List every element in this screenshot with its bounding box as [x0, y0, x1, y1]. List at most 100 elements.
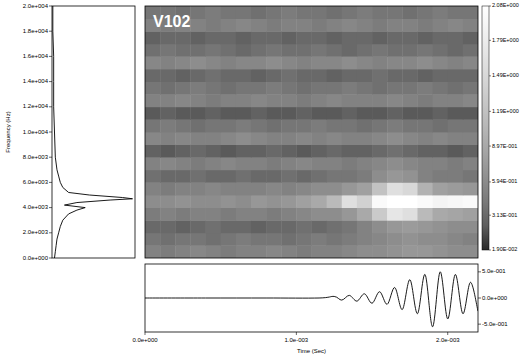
heatmap-cell [342, 195, 358, 208]
heatmap-cell [342, 119, 358, 132]
heatmap-cell [312, 220, 328, 233]
heatmap-cell [327, 157, 343, 170]
y-tick-label: 0.0e+000 [482, 295, 508, 301]
heatmap-cell [312, 107, 328, 120]
heatmap-cell [236, 195, 252, 208]
heatmap-cell [448, 182, 464, 195]
heatmap-cell [342, 6, 358, 19]
heatmap-cell [312, 44, 328, 57]
heatmap-cell [463, 107, 478, 120]
heatmap-cell [327, 233, 343, 246]
heatmap-cell [463, 44, 478, 57]
colorbar-tick [489, 6, 491, 7]
heatmap-cell [387, 69, 403, 82]
heatmap-cell [402, 6, 418, 19]
heatmap-cell [221, 69, 237, 82]
heatmap-cell [433, 31, 449, 44]
heatmap-cell [175, 44, 191, 57]
heatmap-cell [342, 31, 358, 44]
heatmap-cell [251, 245, 267, 258]
heatmap-cell [327, 6, 343, 19]
heatmap-cell [357, 170, 373, 183]
heatmap-cell [342, 132, 358, 145]
heatmap-cell [417, 119, 433, 132]
heatmap-cell [296, 82, 312, 95]
heatmap-cell [251, 19, 267, 32]
y-tick [49, 56, 52, 57]
heatmap-cell [433, 132, 449, 145]
heatmap-cell [448, 119, 464, 132]
heatmap-cell [266, 69, 282, 82]
heatmap-cell [342, 82, 358, 95]
heatmap-cell [402, 182, 418, 195]
heatmap-cell [312, 132, 328, 145]
heatmap-cell [221, 44, 237, 57]
heatmap-cell [281, 195, 297, 208]
heatmap-cell [221, 170, 237, 183]
heatmap-cell [221, 94, 237, 107]
heatmap-cell [190, 19, 206, 32]
heatmap-cell [281, 132, 297, 145]
heatmap-cell [206, 233, 222, 246]
spectrum-plot [53, 6, 133, 258]
heatmap-cell [417, 44, 433, 57]
colorbar [482, 6, 489, 250]
heatmap-cell [357, 220, 373, 233]
heatmap-cell [251, 107, 267, 120]
heatmap-cell [433, 157, 449, 170]
heatmap-cell [296, 119, 312, 132]
heatmap-cell [160, 208, 176, 221]
heatmap-cell [190, 182, 206, 195]
y-tick-label: 4.0e+003 [23, 204, 49, 210]
heatmap-cell [417, 56, 433, 69]
heatmap-cell [266, 220, 282, 233]
heatmap-cell [266, 195, 282, 208]
heatmap-cell [342, 145, 358, 158]
heatmap-cell [296, 132, 312, 145]
heatmap-cell [206, 245, 222, 258]
heatmap-cell [357, 44, 373, 57]
heatmap-cell [206, 82, 222, 95]
heatmap-cell [145, 195, 161, 208]
heatmap-cell [296, 19, 312, 32]
colorbar-tick-label: 5.94E-001 [492, 178, 517, 184]
heatmap-cell [266, 31, 282, 44]
heatmap-cell [175, 119, 191, 132]
heatmap-cell [206, 19, 222, 32]
heatmap-cell [190, 145, 206, 158]
heatmap-cell [448, 82, 464, 95]
heatmap-cell [206, 94, 222, 107]
heatmap-cell [342, 170, 358, 183]
heatmap-cell [160, 107, 176, 120]
spectrum-frame [52, 6, 135, 258]
heatmap-cell [221, 195, 237, 208]
heatmap-cell [312, 6, 328, 19]
heatmap-cell [463, 208, 478, 221]
heatmap-cell [342, 182, 358, 195]
heatmap-cell [342, 94, 358, 107]
heatmap-cell [402, 157, 418, 170]
heatmap-cell [357, 195, 373, 208]
heatmap-cell [190, 208, 206, 221]
heatmap-cell [402, 56, 418, 69]
x-tick [145, 332, 146, 335]
heatmap-cell [448, 56, 464, 69]
heatmap-cell [387, 56, 403, 69]
y-axis-title: Frequency (Hz) [5, 111, 11, 152]
heatmap-cell [463, 145, 478, 158]
heatmap-cell [296, 157, 312, 170]
heatmap-cell [402, 170, 418, 183]
heatmap-cell [327, 132, 343, 145]
heatmap-cell [266, 233, 282, 246]
heatmap-cell [327, 31, 343, 44]
heatmap-cell [342, 107, 358, 120]
heatmap-cell [312, 157, 328, 170]
y-tick-label: 0.0e+000 [23, 255, 49, 261]
heatmap-cell [357, 145, 373, 158]
heatmap-cell [327, 19, 343, 32]
heatmap-cell [251, 69, 267, 82]
heatmap-cell [145, 170, 161, 183]
heatmap-cell [281, 44, 297, 57]
heatmap-cell [433, 145, 449, 158]
heatmap-cell [160, 132, 176, 145]
